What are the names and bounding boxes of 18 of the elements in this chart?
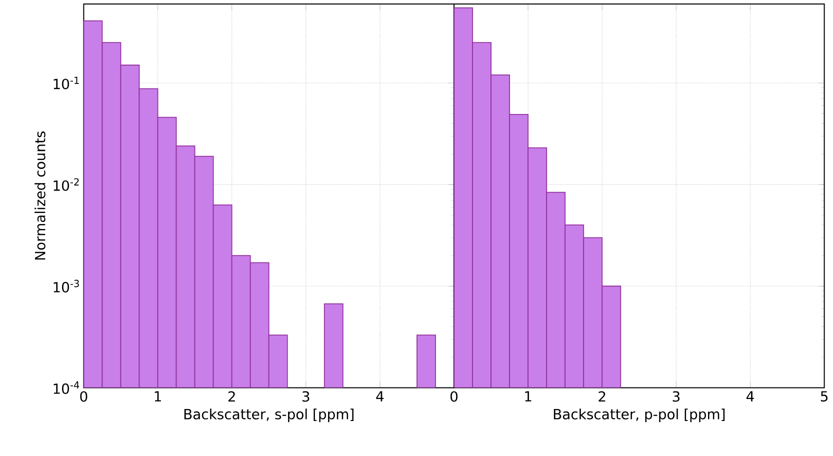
- y-axis-title: Normalized counts: [34, 131, 46, 260]
- x-tick-label: 4: [746, 391, 754, 402]
- y-tick-label: 10$^{-1}$: [54, 76, 79, 90]
- x-tick-label: 1: [525, 391, 532, 402]
- x-tick-label: 2: [598, 391, 606, 402]
- x-tick-label: 3: [302, 391, 310, 402]
- x-tick-label: 2: [228, 391, 235, 402]
- y-tick-label: 10$^{-4}$: [54, 381, 80, 394]
- x-tick-label: 0: [80, 391, 88, 402]
- x-tick-label: 3: [672, 391, 680, 402]
- x-tick-label: 4: [376, 391, 384, 402]
- x-axis-title: Backscatter, s-pol [ppm]: [184, 408, 354, 422]
- x-axis-title: Backscatter, p-pol [ppm]: [554, 408, 725, 422]
- x-tick-label: 5: [820, 391, 828, 402]
- x-tick-label: 1: [154, 391, 161, 402]
- y-tick-label: 10$^{-3}$: [54, 280, 79, 292]
- x-tick-label: 0: [450, 391, 458, 402]
- y-tick-label: 10$^{-2}$: [54, 178, 79, 191]
